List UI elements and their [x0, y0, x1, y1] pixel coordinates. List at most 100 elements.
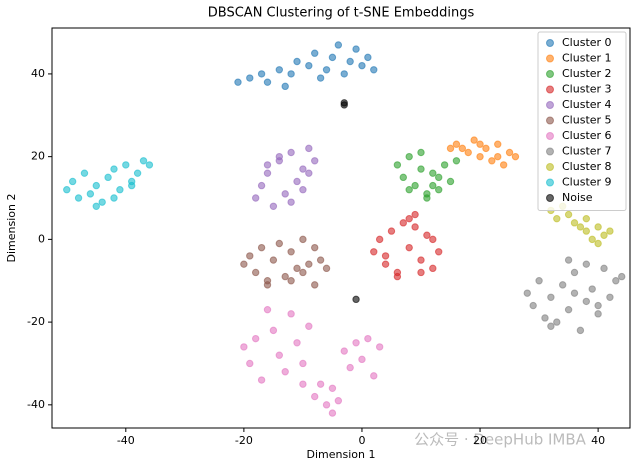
legend-label: Cluster 1 [562, 52, 612, 65]
scatter-point [417, 148, 425, 157]
scatter-point [281, 272, 289, 281]
scatter-point [411, 223, 419, 231]
scatter-point [74, 194, 83, 202]
legend-label: Cluster 6 [562, 129, 612, 142]
legend-marker [546, 163, 554, 171]
scatter-point [535, 277, 543, 285]
scatter-point [293, 57, 301, 66]
scatter-point [547, 322, 555, 330]
scatter-point [600, 231, 608, 239]
scatter-point [299, 268, 307, 277]
scatter-point [523, 289, 531, 297]
scatter-point [251, 194, 260, 202]
scatter-point [80, 169, 89, 177]
scatter-point [275, 351, 284, 359]
legend-marker [546, 116, 554, 125]
scatter-point [263, 281, 272, 289]
scatter-point [311, 49, 319, 57]
scatter-point [405, 243, 413, 252]
scatter-point [322, 66, 331, 74]
scatter-point [364, 53, 372, 62]
scatter-point [594, 310, 602, 318]
scatter-point [98, 198, 106, 206]
scatter-point [470, 136, 478, 144]
scatter-point [340, 70, 348, 78]
scatter-point [582, 227, 591, 235]
scatter-point [68, 177, 77, 186]
scatter-point [86, 190, 95, 198]
scatter-point [488, 157, 496, 165]
scatter-point [417, 165, 425, 173]
scatter-point [334, 41, 343, 49]
scatter-point [122, 161, 130, 169]
scatter-point [287, 248, 295, 256]
scatter-point [558, 281, 567, 289]
scatter-point [322, 264, 331, 273]
scatter-point [576, 326, 585, 335]
scatter-point [393, 272, 402, 281]
scatter-point [505, 148, 514, 157]
legend-label: Cluster 0 [562, 36, 612, 49]
scatter-point [322, 401, 331, 409]
legend-label: Cluster 7 [562, 145, 612, 158]
scatter-point [346, 57, 354, 66]
scatter-point [299, 380, 307, 388]
scatter-point [293, 339, 301, 347]
scatter-point [452, 140, 461, 148]
scatter-point [582, 297, 591, 306]
scatter-point [275, 66, 284, 74]
scatter-point [257, 181, 266, 190]
legend-label: Noise [562, 191, 593, 204]
scatter-point [600, 264, 608, 273]
legend-marker [546, 132, 554, 140]
y-axis-label: Dimension 2 [5, 194, 18, 263]
scatter-point [104, 173, 112, 182]
scatter-point [612, 277, 620, 285]
scatter-point [358, 61, 366, 70]
scatter-point [399, 219, 407, 227]
scatter-point [269, 326, 278, 335]
y-tick-label: -40 [27, 398, 45, 411]
scatter-point [328, 409, 337, 417]
scatter-point [275, 152, 284, 161]
scatter-point [429, 264, 437, 273]
scatter-point [257, 376, 266, 384]
scatter-point [246, 74, 254, 82]
scatter-point [299, 165, 307, 173]
scatter-point [570, 289, 579, 297]
scatter-point [305, 144, 313, 153]
scatter-point [133, 169, 142, 177]
legend-label: Cluster 8 [562, 160, 612, 173]
scatter-point [476, 140, 484, 148]
scatter-point [446, 144, 455, 153]
scatter-point [240, 260, 248, 268]
scatter-point [275, 239, 284, 248]
scatter-point [618, 272, 626, 281]
scatter-point [405, 152, 413, 161]
legend-marker [546, 101, 554, 109]
scatter-point [435, 173, 443, 182]
scatter-point [440, 161, 449, 169]
scatter-point [246, 252, 254, 260]
scatter-point [251, 334, 260, 343]
scatter-point [263, 78, 272, 86]
scatter-point [263, 161, 272, 169]
scatter-point [570, 219, 579, 227]
scatter-point [435, 186, 443, 194]
scatter-point [541, 314, 549, 322]
scatter-point [417, 256, 425, 264]
scatter-point [240, 343, 248, 351]
plot-frame [51, 27, 631, 429]
scatter-point [299, 186, 307, 194]
y-tick-label: -20 [27, 315, 45, 328]
y-tick-label: 0 [38, 232, 45, 245]
x-tick-label: 20 [473, 434, 487, 447]
scatter-point [352, 339, 360, 347]
scatter-point [311, 392, 319, 401]
scatter-point [423, 194, 431, 202]
scatter-point [251, 268, 260, 277]
legend-marker [546, 70, 554, 78]
scatter-point [553, 214, 561, 223]
scatter-point [476, 152, 484, 161]
scatter-point [305, 169, 313, 177]
